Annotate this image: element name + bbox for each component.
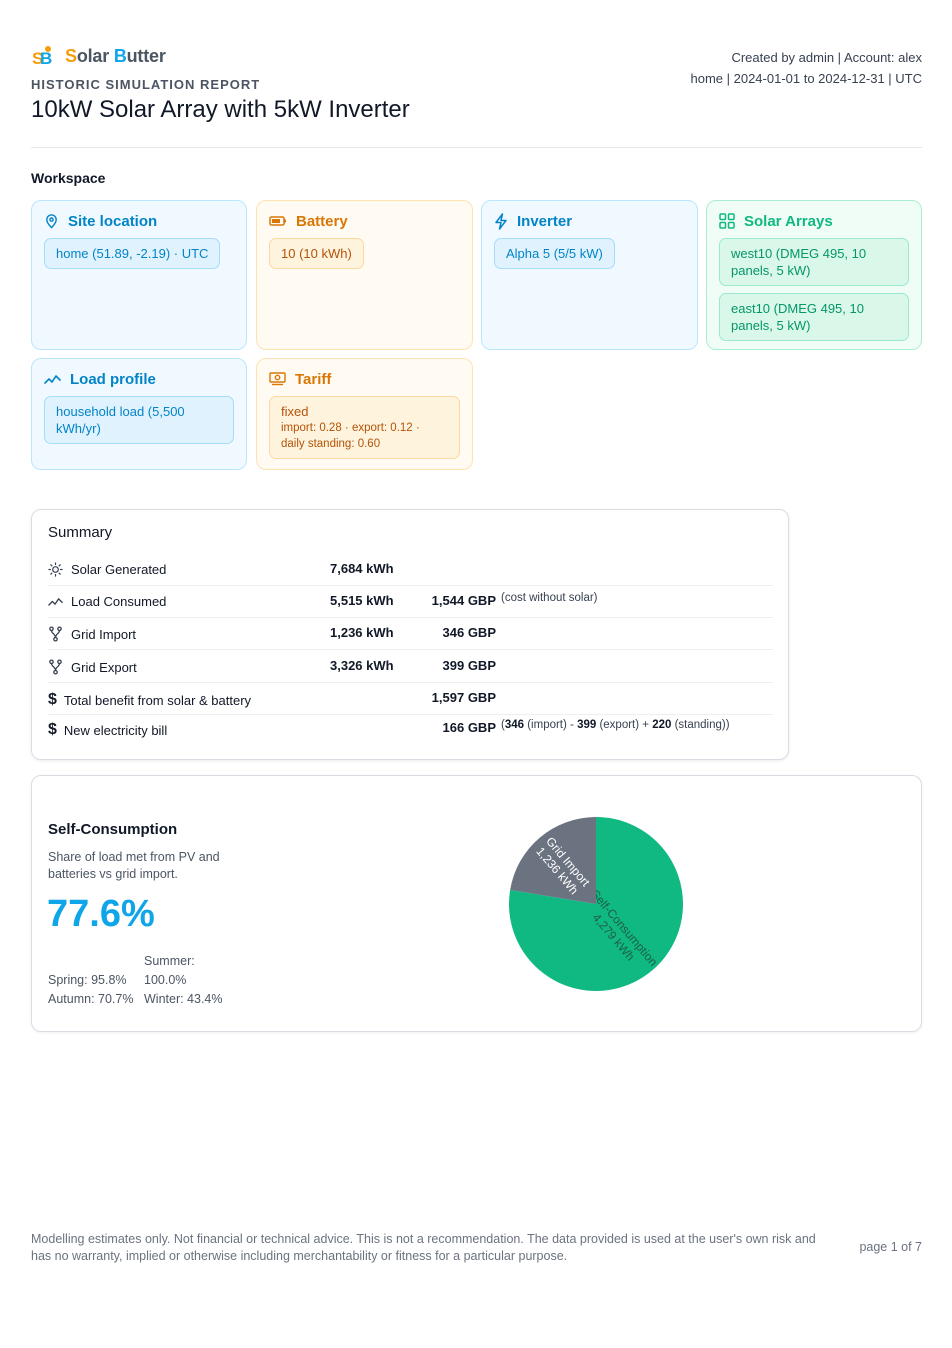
season-spring: Spring: 95.8% <box>48 973 127 987</box>
card-solar-arrays-label: Solar Arrays <box>744 212 833 230</box>
card-load-profile: Load profile household load (5,500 kWh/y… <box>31 358 247 470</box>
self-consumption-percent: 77.6% <box>47 893 155 935</box>
report-title: 10kW Solar Array with 5kW Inverter <box>31 96 410 123</box>
solar-generated-kwh: 7,684 kWh <box>330 561 394 576</box>
tariff-chip[interactable]: fixed import: 0.28 · export: 0.12 · dail… <box>269 396 460 459</box>
summary-row-grid-import: Grid Import 1,236 kWh 346 GBP <box>48 618 773 650</box>
tariff-standing: daily standing: 0.60 <box>281 438 381 450</box>
card-battery-label: Battery <box>296 212 348 230</box>
map-pin-icon <box>46 214 57 229</box>
trend-line-icon <box>44 375 61 384</box>
grid-icon <box>719 213 735 229</box>
new-bill-breakdown: (346 (import) - 399 (export) + 220 (stan… <box>501 719 730 731</box>
report-meta: Created by admin | Account: alex home | … <box>691 47 923 89</box>
report-header: S B Solar Butter HISTORIC SIMULATION REP… <box>31 44 922 148</box>
pie-slice-grid-import <box>510 817 596 904</box>
solar-array-chip-west10[interactable]: west10 (DMEG 495, 10 panels, 5 kW) <box>719 238 909 286</box>
svg-text:B: B <box>40 49 52 68</box>
load-consumed-kwh: 5,515 kWh <box>330 593 394 608</box>
branch-icon <box>49 626 62 642</box>
lightning-icon <box>495 212 507 230</box>
sun-icon <box>48 562 63 577</box>
solar-array-chip-east10[interactable]: east10 (DMEG 495, 10 panels, 5 kW) <box>719 293 909 341</box>
inverter-chip[interactable]: Alpha 5 (5/5 kW) <box>494 238 615 269</box>
grid-export-kwh: 3,326 kWh <box>330 658 394 673</box>
season-winter: Winter: 43.4% <box>144 992 223 1006</box>
card-tariff: Tariff fixed import: 0.28 · export: 0.12… <box>256 358 473 470</box>
battery-icon <box>269 216 286 226</box>
brand-logo: S B Solar Butter <box>31 44 166 69</box>
tariff-name: fixed <box>281 404 309 419</box>
summary-panel: Summary Solar Generated 7,684 kWh Load C… <box>31 509 789 760</box>
summary-row-new-bill: $ New electricity bill 166 GBP (346 (imp… <box>48 719 730 738</box>
grid-import-gbp: 346 GBP <box>442 625 496 640</box>
summary-title: Summary <box>48 524 113 541</box>
card-inverter-label: Inverter <box>517 212 573 230</box>
load-consumed-gbp: 1,544 GBP <box>431 593 496 608</box>
card-solar-arrays: Solar Arrays west10 (DMEG 495, 10 panels… <box>706 200 922 350</box>
card-tariff-label: Tariff <box>295 370 332 388</box>
load-profile-chip[interactable]: household load (5,500 kWh/yr) <box>44 396 234 444</box>
summary-row-grid-export: Grid Export 3,326 kWh 399 GBP <box>48 651 773 683</box>
summary-row-load-consumed: Load Consumed 5,515 kWh 1,544 GBP (cost … <box>48 586 773 618</box>
load-consumed-note: (cost without solar) <box>501 592 598 604</box>
page-number: page 1 of 7 <box>859 1240 922 1254</box>
seasonal-breakdown: Spring: 95.8% Summer: 100.0% Autumn: 70.7… <box>48 952 240 1009</box>
footer-disclaimer: Modelling estimates only. Not financial … <box>31 1232 816 1263</box>
battery-chip[interactable]: 10 (10 kWh) <box>269 238 364 269</box>
card-inverter: Inverter Alpha 5 (5/5 kW) <box>481 200 698 350</box>
dollar-icon: $ <box>48 691 57 708</box>
meta-created-by: Created by admin | Account: alex <box>731 50 922 65</box>
card-site-location-label: Site location <box>68 212 158 230</box>
trend-line-icon <box>48 598 63 606</box>
summary-row-total-benefit: $ Total benefit from solar & battery 1,5… <box>48 683 773 715</box>
card-battery: Battery 10 (10 kWh) <box>256 200 473 350</box>
self-consumption-description: Share of load met from PV and batteries … <box>48 850 220 881</box>
site-location-chip[interactable]: home (51.89, -2.19) · UTC <box>44 238 221 269</box>
summary-row-solar-generated: Solar Generated 7,684 kWh <box>48 554 773 586</box>
banknote-icon <box>269 372 286 386</box>
dollar-icon: $ <box>48 721 57 738</box>
workspace-title: Workspace <box>31 170 106 186</box>
logo-icon: S B <box>32 46 52 68</box>
total-benefit-gbp: 1,597 GBP <box>431 690 496 705</box>
brand-name: Solar Butter <box>65 45 166 66</box>
meta-site-range: home | 2024-01-01 to 2024-12-31 | UTC <box>690 71 923 86</box>
tariff-rates: import: 0.28 · export: 0.12 · <box>281 422 420 434</box>
season-autumn: Autumn: 70.7% <box>48 992 134 1006</box>
new-bill-gbp: 166 GBP <box>442 720 496 735</box>
self-consumption-title: Self-Consumption <box>48 821 178 838</box>
card-load-profile-label: Load profile <box>70 370 156 388</box>
season-summer: Summer: 100.0% <box>144 954 195 987</box>
self-consumption-panel: Self-Consumption Share of load met from … <box>31 775 922 1032</box>
branch-icon <box>49 659 62 675</box>
report-kicker: HISTORIC SIMULATION REPORT <box>31 77 261 92</box>
grid-export-gbp: 399 GBP <box>442 658 496 673</box>
grid-import-kwh: 1,236 kWh <box>330 625 394 640</box>
svg-text:S: S <box>32 49 43 68</box>
card-site-location: Site location home (51.89, -2.19) · UTC <box>31 200 247 350</box>
